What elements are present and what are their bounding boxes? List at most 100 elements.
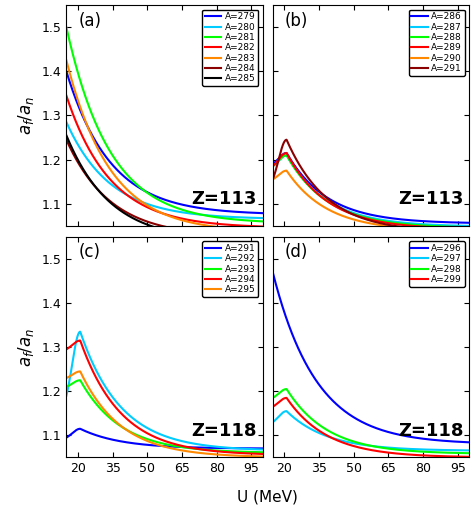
- A=294: [260, 451, 266, 457]
- A=290: [283, 168, 289, 174]
- A=297: [395, 445, 401, 451]
- A=295: [178, 447, 183, 453]
- A=280: [64, 119, 69, 125]
- Text: Z=113: Z=113: [191, 190, 257, 208]
- A=284: [178, 227, 183, 233]
- A=294: [75, 338, 81, 344]
- A=282: [178, 215, 183, 222]
- A=279: [75, 103, 81, 109]
- A=285: [189, 232, 194, 238]
- A=288: [466, 224, 472, 230]
- A=297: [466, 447, 472, 453]
- A=289: [395, 222, 401, 228]
- A=297: [390, 445, 395, 451]
- A=285: [260, 237, 266, 243]
- A=292: [233, 445, 239, 451]
- A=281: [183, 208, 189, 214]
- A=280: [260, 215, 266, 221]
- A=297: [384, 445, 390, 451]
- A=297: [270, 419, 275, 425]
- A=285: [183, 231, 189, 237]
- A=287: [419, 221, 425, 227]
- A=284: [75, 160, 81, 166]
- A=293: [260, 449, 266, 455]
- Line: A=292: A=292: [66, 332, 263, 450]
- A=283: [212, 224, 218, 230]
- A=291: [390, 223, 395, 229]
- A=288: [283, 152, 289, 158]
- A=291: [178, 444, 183, 450]
- A=290: [419, 226, 425, 232]
- A=291: [282, 138, 288, 144]
- A=289: [384, 220, 390, 226]
- A=287: [466, 223, 472, 229]
- A=294: [189, 445, 195, 451]
- A=288: [419, 223, 425, 229]
- A=299: [466, 454, 472, 460]
- A=290: [270, 176, 275, 182]
- A=284: [183, 227, 189, 233]
- A=289: [270, 163, 275, 169]
- A=288: [390, 219, 395, 226]
- A=281: [233, 216, 238, 223]
- A=299: [270, 403, 275, 410]
- A=290: [384, 223, 390, 229]
- A=294: [77, 337, 83, 343]
- A=297: [419, 446, 425, 452]
- A=293: [189, 445, 195, 451]
- A=291: [183, 444, 189, 450]
- A=296: [389, 430, 395, 436]
- A=289: [466, 225, 472, 231]
- A=285: [178, 230, 183, 236]
- A=291: [260, 445, 266, 451]
- A=286: [270, 161, 275, 167]
- A=292: [260, 447, 266, 453]
- A=288: [439, 223, 445, 229]
- A=295: [64, 375, 69, 381]
- A=298: [384, 446, 390, 452]
- Legend: A=291, A=292, A=293, A=294, A=295: A=291, A=292, A=293, A=294, A=295: [202, 242, 258, 297]
- A=280: [75, 142, 81, 149]
- A=293: [183, 445, 189, 451]
- A=299: [439, 453, 445, 459]
- A=298: [395, 447, 401, 453]
- A=291: [64, 434, 69, 440]
- Line: A=291: A=291: [273, 140, 469, 231]
- A=281: [75, 71, 81, 78]
- A=281: [260, 218, 266, 225]
- A=298: [466, 450, 472, 456]
- A=283: [178, 217, 183, 223]
- A=279: [64, 68, 69, 75]
- A=297: [439, 447, 445, 453]
- Text: Z=118: Z=118: [191, 422, 257, 440]
- A=281: [178, 206, 183, 212]
- A=282: [189, 217, 194, 224]
- A=296: [466, 439, 472, 446]
- A=281: [212, 214, 218, 220]
- A=292: [64, 393, 69, 399]
- A=299: [282, 395, 288, 401]
- A=283: [260, 227, 266, 233]
- A=285: [75, 158, 81, 164]
- A=288: [270, 163, 275, 169]
- Line: A=299: A=299: [273, 398, 469, 457]
- A=286: [390, 215, 395, 222]
- A=289: [283, 150, 289, 156]
- A=294: [233, 450, 239, 456]
- Line: A=293: A=293: [66, 380, 263, 452]
- A=287: [395, 219, 401, 225]
- A=281: [64, 24, 69, 30]
- A=299: [395, 451, 401, 457]
- A=284: [64, 137, 69, 143]
- A=284: [233, 232, 238, 238]
- A=290: [439, 227, 445, 233]
- A=284: [212, 231, 218, 237]
- Text: (a): (a): [78, 12, 101, 30]
- A=286: [419, 218, 425, 224]
- A=295: [75, 369, 81, 375]
- Legend: A=296, A=297, A=298, A=299: A=296, A=297, A=298, A=299: [409, 242, 465, 287]
- A=296: [282, 310, 288, 317]
- A=299: [283, 395, 289, 401]
- A=285: [212, 235, 218, 241]
- Text: (d): (d): [284, 244, 308, 262]
